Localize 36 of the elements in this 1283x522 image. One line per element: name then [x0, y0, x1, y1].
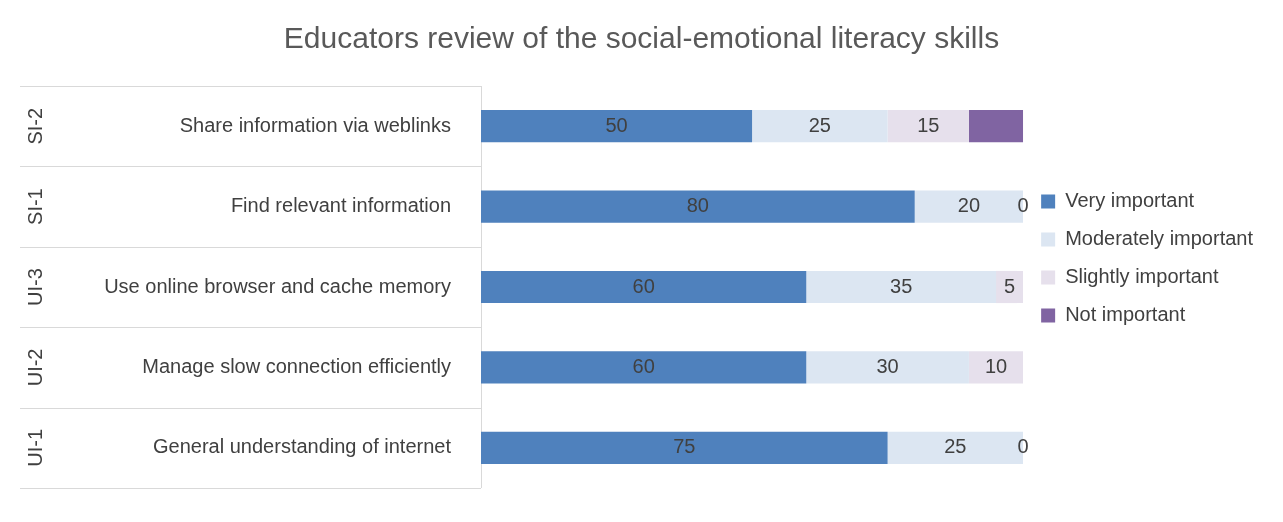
data-label: 10: [984, 354, 1008, 377]
data-label: 0: [1017, 194, 1029, 217]
data-label: 20: [957, 194, 981, 217]
chart-title: Educators review of the social-emotional literacy skills: [283, 21, 1000, 55]
legend-label: Slightly important: [1065, 265, 1219, 288]
data-label: 80: [686, 194, 709, 217]
data-label: 0: [1017, 435, 1029, 458]
data-label: 35: [890, 274, 913, 297]
data-label: 5: [1004, 274, 1016, 297]
y-tick-label: Share information via weblinks: [179, 113, 451, 136]
bar: [481, 110, 753, 143]
data-label: 75: [673, 435, 696, 458]
data-label: 50: [605, 113, 628, 136]
y-tick-label: Use online browser and cache memory: [104, 274, 451, 297]
text: UI-2: [23, 348, 46, 387]
bar: [968, 110, 1024, 143]
text: UI-3: [23, 268, 46, 306]
y-tick-label: General understanding of internet: [153, 435, 452, 458]
legend-label: Moderately important: [1065, 227, 1254, 250]
legend-label: Not important: [1065, 303, 1186, 326]
legend-label: Very important: [1065, 189, 1195, 212]
bar: [481, 190, 915, 223]
bar: [481, 351, 807, 384]
y-tick-label: Find relevant information: [230, 194, 451, 217]
data-label: 60: [632, 354, 655, 377]
bar: [481, 270, 807, 304]
data-label: 30: [876, 354, 899, 377]
bar: [481, 431, 888, 464]
data-label: 25: [808, 113, 831, 136]
y-tick-label: Manage slow connection efficiently: [142, 354, 451, 377]
text: SI-2: [23, 107, 46, 145]
data-label: 60: [632, 274, 655, 297]
text: UI-1: [23, 428, 46, 467]
data-label: 25: [944, 435, 967, 458]
text: SI-1: [23, 188, 46, 225]
data-label: 15: [917, 113, 940, 136]
